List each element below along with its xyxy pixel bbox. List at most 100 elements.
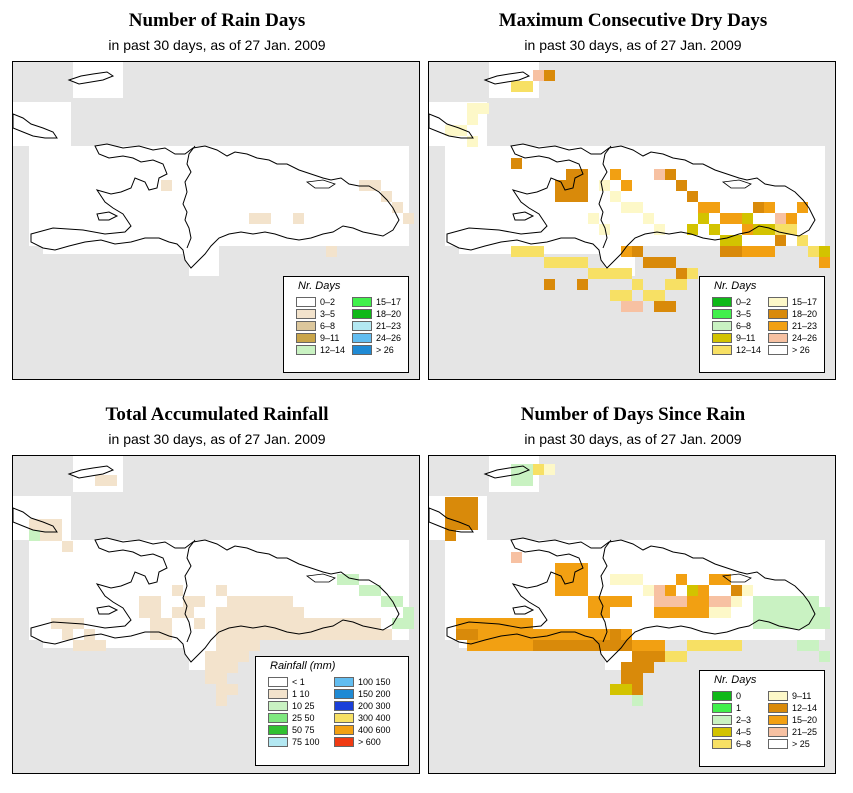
grid-cell <box>610 191 621 202</box>
legend-label: 15–20 <box>792 715 818 725</box>
legend-label: 3–5 <box>320 309 336 319</box>
grid-cell <box>797 596 808 607</box>
grid-cell <box>216 662 227 673</box>
grid-cell <box>566 563 577 574</box>
grid-cell <box>764 246 775 257</box>
grid-cell <box>456 618 467 629</box>
grid-cell <box>577 257 588 268</box>
grid-cell <box>643 257 654 268</box>
legend-swatch <box>334 689 354 699</box>
grid-cell <box>467 114 478 125</box>
grid-cell <box>720 213 731 224</box>
grid-cell <box>599 268 610 279</box>
grid-cell <box>599 224 610 235</box>
grid-cell <box>511 158 522 169</box>
legend-swatch <box>768 703 788 713</box>
coastline <box>598 145 612 249</box>
grid-cell <box>227 640 238 651</box>
grid-cell <box>731 246 742 257</box>
grid-cell <box>544 464 555 475</box>
grid-cell <box>665 607 676 618</box>
grid-cell <box>665 257 676 268</box>
legend-label: 12–14 <box>792 703 818 713</box>
grid-cell <box>544 257 555 268</box>
legend-swatch <box>712 321 732 331</box>
grid-cell <box>249 640 260 651</box>
grid-cell <box>533 640 544 651</box>
grid-cell <box>282 618 293 629</box>
grid-cell <box>304 618 315 629</box>
grid-cell <box>522 81 533 92</box>
legend-swatch <box>712 333 732 343</box>
grid-cell <box>62 618 73 629</box>
grid-cell <box>511 475 522 486</box>
grid-cell <box>326 629 337 640</box>
grid-cell <box>621 640 632 651</box>
coastline <box>446 537 816 663</box>
legend-swatch <box>352 333 372 343</box>
grid-cell <box>632 574 643 585</box>
grid-cell <box>819 607 830 618</box>
land-cell <box>189 244 219 276</box>
panel-subtitle: in past 30 days, as of 27 Jan. 2009 <box>108 431 326 447</box>
grid-cell <box>632 202 643 213</box>
grid-cell <box>511 552 522 563</box>
panel-days-since-rain: Number of Days Since Rain in past 30 day… <box>428 394 838 774</box>
grid-cell <box>183 596 194 607</box>
coastline <box>512 211 535 221</box>
grid-cell <box>698 607 709 618</box>
legend-label: > 600 <box>358 737 381 747</box>
grid-cell <box>478 640 489 651</box>
panel-subtitle: in past 30 days, as of 27 Jan. 2009 <box>108 37 326 53</box>
grid-cell <box>577 279 588 290</box>
grid-cell <box>610 596 621 607</box>
grid-cell <box>533 246 544 257</box>
grid-cell <box>632 651 643 662</box>
grid-cell <box>588 268 599 279</box>
grid-cell <box>533 70 544 81</box>
grid-cell <box>753 224 764 235</box>
grid-cell <box>370 629 381 640</box>
legend-label: 9–11 <box>320 333 340 343</box>
legend-swatch <box>768 345 788 355</box>
legend-label: 6–8 <box>736 321 752 331</box>
grid-cell <box>403 213 414 224</box>
grid-cell <box>161 180 172 191</box>
grid-cell <box>621 202 632 213</box>
legend-swatch <box>712 297 732 307</box>
legend-label: 3–5 <box>736 309 752 319</box>
grid-cell <box>216 607 227 618</box>
grid-cell <box>511 618 522 629</box>
grid-cell <box>445 497 456 508</box>
grid-cell <box>533 629 544 640</box>
grid-cell <box>610 268 621 279</box>
data-grid <box>429 62 830 312</box>
grid-cell <box>654 290 665 301</box>
grid-cell <box>632 246 643 257</box>
grid-cell <box>293 213 304 224</box>
legend-swatch <box>268 689 288 699</box>
grid-cell <box>654 301 665 312</box>
legend-swatch <box>334 701 354 711</box>
grid-cell <box>588 629 599 640</box>
grid-cell <box>753 607 764 618</box>
grid-cell <box>249 596 260 607</box>
grid-cell <box>643 662 654 673</box>
grid-cell <box>654 607 665 618</box>
grid-cell <box>687 607 698 618</box>
grid-cell <box>632 695 643 706</box>
grid-cell <box>753 596 764 607</box>
grid-cell <box>643 640 654 651</box>
panel-title: Number of Rain Days <box>128 10 306 31</box>
grid-cell <box>621 596 632 607</box>
grid-cell <box>698 202 709 213</box>
legend-label: 4–5 <box>736 727 752 737</box>
grid-cell <box>808 618 819 629</box>
grid-cell <box>205 673 216 684</box>
grid-cell <box>720 607 731 618</box>
legend-label: 12–14 <box>320 345 346 355</box>
grid-cell <box>337 574 348 585</box>
legend-swatch <box>712 715 732 725</box>
grid-cell <box>555 563 566 574</box>
grid-cell <box>260 213 271 224</box>
